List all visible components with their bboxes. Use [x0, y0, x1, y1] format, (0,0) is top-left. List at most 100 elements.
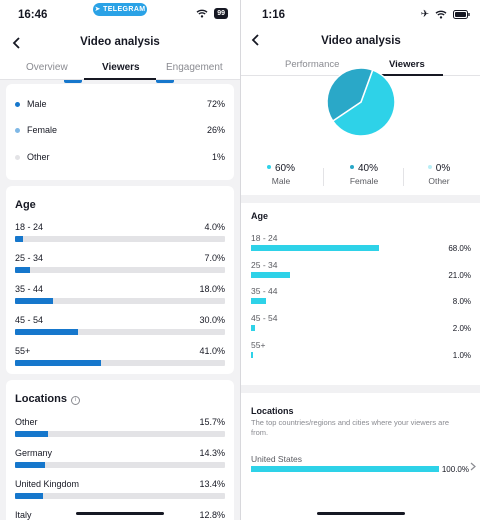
home-indicator[interactable]	[76, 512, 164, 515]
gender-label: Male	[27, 99, 47, 109]
bar-label: 25 - 34	[251, 260, 278, 270]
locations-card: Locations i Other 15.7% Germany 14.3% Uni…	[6, 380, 234, 520]
bar-fill	[15, 360, 102, 366]
bar-label: 45 - 54	[251, 313, 278, 323]
bar-fill	[251, 466, 439, 472]
bar-pct: 41.0%	[199, 346, 225, 356]
bar-label: Italy	[15, 510, 32, 520]
age-row: 25 - 34 21.0%	[251, 260, 471, 286]
age-row: 45 - 54 2.0%	[251, 313, 471, 339]
bar-pct: 100.0%	[441, 465, 469, 474]
battery-icon	[453, 10, 470, 19]
tab-performance[interactable]: Performance	[285, 59, 340, 70]
age-row: 35 - 44 18.0%	[15, 284, 225, 308]
bar-label: 45 - 54	[15, 315, 44, 325]
bar-label: 25 - 34	[15, 253, 44, 263]
legend-dot	[266, 165, 271, 169]
legend-dot	[349, 165, 354, 169]
bar-label: United Kingdom	[15, 479, 80, 489]
legend-dot	[15, 128, 20, 133]
bar-label: 18 - 24	[15, 222, 44, 232]
bar-pct: 4.0%	[204, 222, 225, 232]
telegram-label: TELEGRAM	[103, 6, 146, 13]
active-tab-indicator	[371, 74, 443, 76]
left-screen: 16:46 ➤ TELEGRAM 99 Video analysis Overv…	[0, 0, 240, 520]
pie-slice-male	[331, 69, 396, 137]
gender-card: Male 72% Female 26% Other 1%	[6, 84, 234, 180]
bar-label: Other	[15, 417, 38, 427]
location-row: Other 15.7%	[15, 417, 225, 441]
bar-pct: 14.3%	[199, 448, 225, 458]
legend-label: Other	[428, 176, 450, 186]
legend-male: 60% Male	[251, 163, 311, 186]
age-row: 25 - 34 7.0%	[15, 253, 225, 277]
bar-label: 55+	[15, 346, 31, 356]
bar-fill	[15, 493, 44, 499]
wifi-icon	[196, 9, 208, 18]
age-row: 55+ 41.0%	[15, 346, 225, 370]
age-row: 55+ 1.0%	[251, 340, 471, 366]
bar-pct: 13.4%	[199, 479, 225, 489]
scroll-accent-right	[156, 80, 174, 83]
airplane-icon: ✈	[420, 9, 429, 20]
chevron-left-icon	[251, 34, 259, 46]
legend-dot	[427, 165, 432, 169]
bar-track	[15, 360, 225, 366]
bar-track	[15, 462, 225, 468]
bar-track	[15, 329, 225, 335]
right-screen: 1:16 ✈ Video analysis Performance Viewer…	[240, 0, 480, 520]
bar-label: 35 - 44	[15, 284, 44, 294]
telegram-pill[interactable]: ➤ TELEGRAM	[93, 3, 147, 16]
bar-fill	[15, 298, 53, 304]
scroll-accent-left	[64, 80, 82, 83]
battery-icon: 99	[214, 8, 228, 19]
bar-pct: 2.0%	[452, 324, 471, 333]
bar-label: Germany	[15, 448, 53, 458]
gender-row-other: Other 1%	[15, 151, 225, 165]
status-icons: ✈	[421, 9, 470, 20]
legend-label: Female	[349, 176, 379, 186]
age-card: Age 18 - 24 4.0% 25 - 34 7.0% 35 - 44 18…	[6, 186, 234, 374]
locations-title: Locations	[251, 406, 294, 416]
tab-viewers[interactable]: Viewers	[389, 59, 425, 70]
bar-pct: 18.0%	[199, 284, 225, 294]
back-button[interactable]	[247, 31, 263, 49]
home-indicator[interactable]	[317, 512, 405, 515]
bar-pct: 68.0%	[448, 244, 471, 253]
age-row: 18 - 24 68.0%	[251, 233, 471, 259]
gender-pie-chart	[321, 62, 401, 142]
location-row: Italy 12.8%	[15, 510, 225, 520]
wifi-icon	[435, 10, 447, 19]
tab-bar: Overview Viewers Engagement	[0, 56, 240, 80]
chevron-right-icon[interactable]	[470, 462, 476, 471]
bar-pct: 1.0%	[452, 351, 471, 360]
status-time: 16:46	[18, 9, 48, 21]
gender-pct: 72%	[206, 99, 225, 109]
age-row: 18 - 24 4.0%	[15, 222, 225, 246]
locations-title-text: Locations	[15, 393, 67, 405]
bar-track	[15, 431, 225, 437]
bar-pct: 8.0%	[452, 297, 471, 306]
age-title: Age	[15, 199, 36, 211]
bar-label: 18 - 24	[251, 233, 278, 243]
tab-engagement[interactable]: Engagement	[166, 62, 223, 73]
age-title: Age	[251, 211, 269, 221]
bar-pct: 12.8%	[199, 510, 225, 520]
bar-fill	[251, 272, 290, 278]
tab-viewers[interactable]: Viewers	[102, 62, 140, 73]
active-tab-indicator	[84, 78, 156, 80]
pie-slice-female	[326, 67, 374, 123]
gender-row-female: Female 26%	[15, 124, 225, 138]
location-row[interactable]: United States 100.0%	[251, 454, 469, 480]
bar-fill	[15, 431, 48, 437]
section-divider	[241, 195, 480, 203]
bar-fill	[15, 267, 30, 273]
info-icon[interactable]: i	[70, 395, 80, 405]
tab-overview[interactable]: Overview	[26, 62, 68, 73]
pie-svg	[326, 67, 396, 137]
bar-fill	[251, 352, 253, 358]
legend-value: 40%	[357, 163, 378, 174]
back-button[interactable]	[8, 34, 24, 52]
page-title: Video analysis	[80, 36, 160, 48]
age-row: 35 - 44 8.0%	[251, 286, 471, 312]
